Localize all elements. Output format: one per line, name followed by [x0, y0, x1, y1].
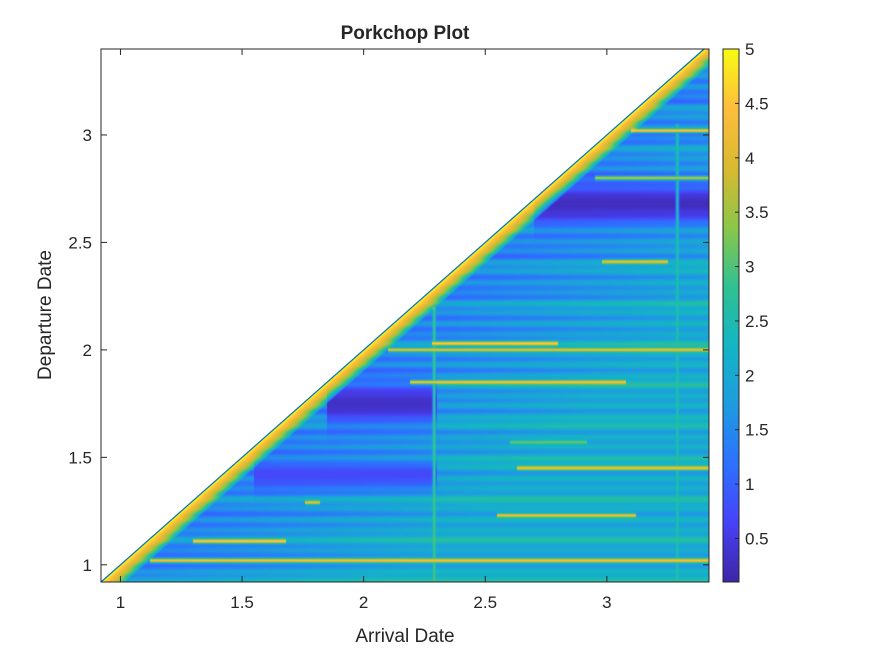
y-tick-label: 2 [83, 341, 92, 360]
colorbar-tick-label: 2 [745, 366, 754, 385]
colorbar [723, 49, 739, 582]
x-tick-label: 3 [602, 593, 611, 612]
chart-title: Porkchop Plot [341, 23, 470, 44]
colorbar-tick-label: 4.5 [745, 94, 769, 113]
colorbar-tick-label: 3.5 [745, 203, 769, 222]
colorbar-tick-label: 4 [745, 149, 754, 168]
plot-area-frame [100, 48, 710, 583]
x-axis: 1 1.5 2 2.5 3 [116, 49, 612, 612]
y-tick-label: 1 [83, 556, 92, 575]
colorbar-tick-label: 5 [745, 40, 754, 59]
y-axis-label: Departure Date [35, 250, 56, 380]
y-tick-label: 1.5 [68, 448, 92, 467]
x-tick-label: 1.5 [230, 593, 254, 612]
colorbar-tick-label: 0.5 [745, 529, 769, 548]
y-axis: 1 1.5 2 2.5 3 [68, 126, 709, 575]
y-tick-label: 3 [83, 126, 92, 145]
colorbar-tick-label: 3 [745, 258, 754, 277]
diagonal-boundary-line [100, 48, 705, 583]
colorbar-axis: 0.5 1 1.5 2 2.5 3 3.5 4 4.5 5 [735, 40, 769, 548]
x-tick-label: 2 [359, 593, 368, 612]
x-tick-label: 1 [116, 593, 125, 612]
y-tick-label: 2.5 [68, 233, 92, 252]
x-axis-label: Arrival Date [355, 626, 454, 647]
x-tick-label: 2.5 [473, 593, 497, 612]
colorbar-tick-label: 1.5 [745, 421, 769, 440]
colorbar-tick-label: 2.5 [745, 312, 769, 331]
colorbar-tick-label: 1 [745, 475, 754, 494]
colorbar-frame [722, 48, 740, 583]
